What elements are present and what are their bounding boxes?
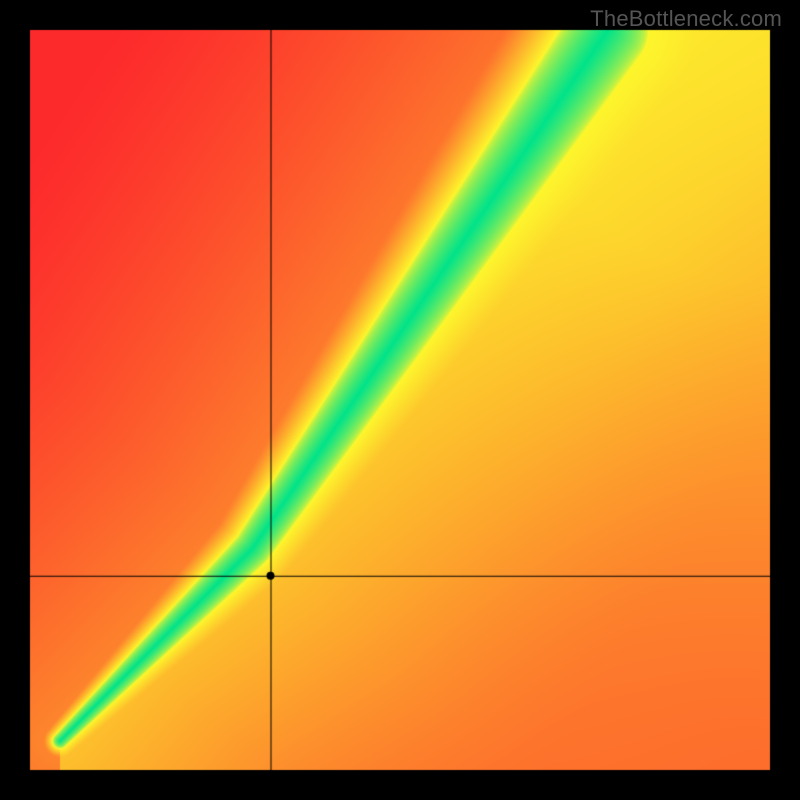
- chart-container: TheBottleneck.com: [0, 0, 800, 800]
- watermark-text: TheBottleneck.com: [590, 6, 782, 32]
- heatmap-canvas: [0, 0, 800, 800]
